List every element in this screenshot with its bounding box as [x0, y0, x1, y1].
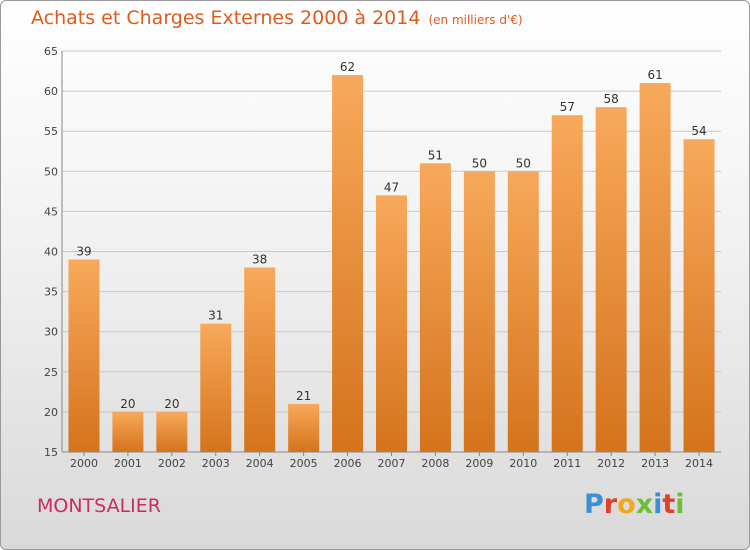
data-label: 47 [384, 180, 399, 194]
bar [639, 83, 671, 452]
logo-letter: i [653, 489, 663, 520]
bar [68, 259, 100, 452]
data-label: 31 [208, 309, 223, 323]
data-labels: 39 20 20 31 38 21 62 47 51 50 50 57 58 61 54 [76, 60, 706, 411]
data-label: 20 [120, 397, 135, 411]
bar [156, 411, 188, 452]
data-label: 39 [76, 245, 91, 259]
y-tick-label: 25 [44, 366, 58, 379]
y-tick-label: 60 [44, 85, 58, 98]
bar [112, 411, 144, 452]
bar [376, 195, 407, 453]
data-label: 58 [604, 92, 619, 106]
bar [200, 323, 232, 452]
x-tick-label: 2013 [641, 457, 669, 470]
y-tick-label: 45 [44, 205, 58, 218]
data-label: 62 [340, 60, 355, 74]
chart-title-text: Achats et Charges Externes 2000 à 2014 [31, 7, 421, 29]
logo-letter: t [662, 489, 676, 520]
data-label: 54 [691, 124, 706, 138]
logo-letter: i [675, 489, 685, 520]
logo-letter: o [617, 489, 636, 520]
bar [551, 115, 583, 452]
axes: 15 20 25 30 35 40 45 50 55 60 65 2000 2001 2002 2003 20… [44, 45, 721, 470]
bar [332, 75, 364, 452]
x-tick-label: 2012 [597, 457, 625, 470]
bars [68, 75, 715, 453]
data-label: 51 [428, 148, 443, 162]
x-tick-label: 2010 [509, 457, 537, 470]
y-tick-label: 55 [44, 125, 58, 138]
proxiti-logo: Proxiti [584, 489, 685, 520]
x-tick-label: 2001 [114, 457, 142, 470]
x-tick-label: 2005 [290, 457, 318, 470]
chart-unit-label: (en milliers d'€) [428, 13, 523, 27]
data-label: 38 [252, 253, 267, 267]
data-label: 50 [472, 156, 487, 170]
x-tick-label: 2002 [158, 457, 186, 470]
y-tick-label: 50 [44, 165, 58, 178]
x-tick-label: 2009 [465, 457, 493, 470]
x-tick-label: 2008 [421, 457, 449, 470]
logo-letter: x [635, 489, 654, 520]
y-tick-label: 40 [44, 246, 58, 259]
logo-letter: P [584, 489, 604, 520]
x-tick-label: 2004 [246, 457, 274, 470]
x-tick-label: 2014 [685, 457, 713, 470]
bar [463, 171, 495, 453]
commune-name: MONTSALIER [37, 495, 161, 517]
y-tick-label: 30 [44, 326, 58, 339]
chart-title: Achats et Charges Externes 2000 à 2014 (e… [31, 7, 523, 29]
x-tick-label: 2007 [378, 457, 406, 470]
bar [595, 107, 627, 452]
data-label: 61 [647, 68, 662, 82]
data-label: 20 [164, 397, 179, 411]
y-tick-label: 65 [44, 45, 58, 58]
bar [419, 163, 451, 452]
data-label: 57 [560, 100, 575, 114]
x-tick-label: 2011 [553, 457, 581, 470]
y-tick-label: 15 [44, 446, 58, 459]
x-tick-label: 2006 [334, 457, 362, 470]
bar [244, 267, 276, 452]
bar [683, 139, 715, 452]
x-tick-label: 2003 [202, 457, 230, 470]
bar [288, 403, 320, 452]
x-tick-label: 2000 [70, 457, 98, 470]
y-tick-label: 35 [44, 286, 58, 299]
data-label: 50 [516, 156, 531, 170]
bar [507, 171, 539, 453]
y-tick-label: 20 [44, 406, 58, 419]
data-label: 21 [296, 389, 311, 403]
logo-letter: r [603, 489, 618, 520]
